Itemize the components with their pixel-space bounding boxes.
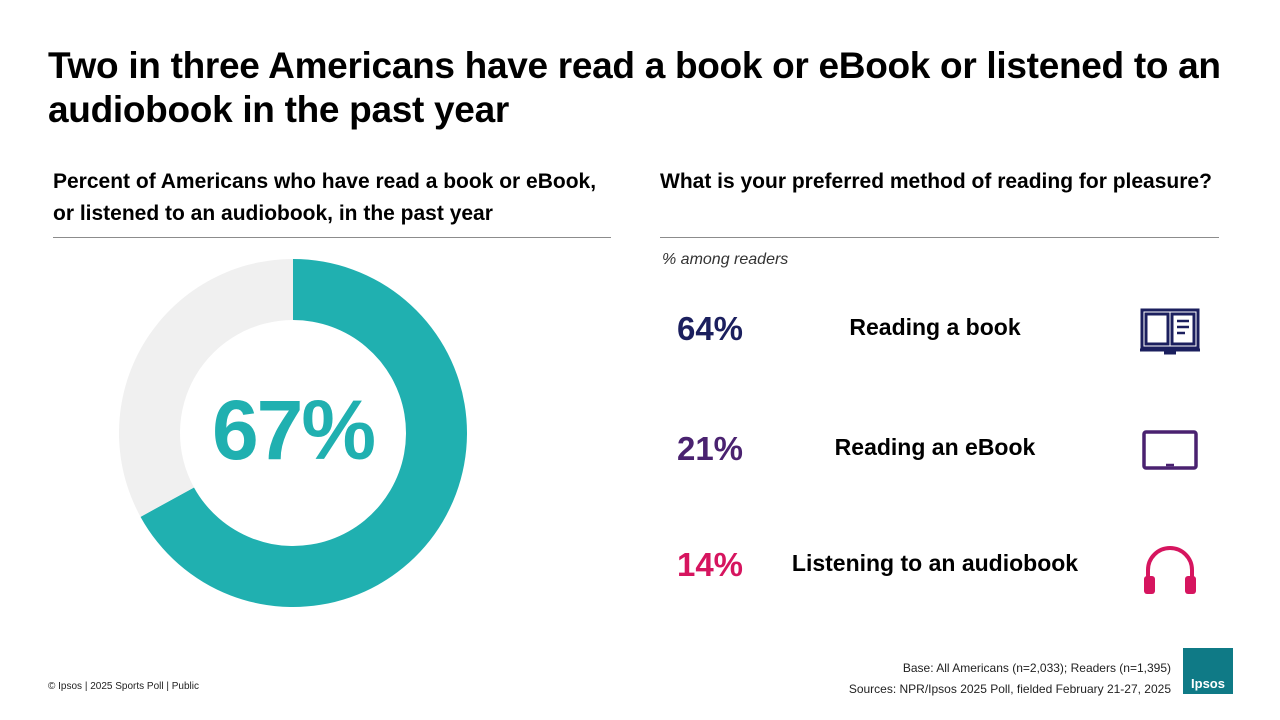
method-value: 21% [676, 430, 744, 467]
donut-chart [119, 259, 467, 607]
open-book-icon [1140, 308, 1200, 355]
donut-segment-read [140, 259, 467, 607]
method-label: Reading an eBook [834, 434, 1036, 460]
source-notes: Base: All Americans (n=2,033); Readers (… [849, 658, 1171, 700]
method-row-audiobook: 14% Listening to an audiobook [660, 536, 1220, 596]
copyright-footer: © Ipsos | 2025 Sports Poll | Public [48, 681, 199, 692]
ipsos-logo: Ipsos [1183, 648, 1233, 694]
donut-segment-not-read [119, 259, 294, 517]
readers-subnote: % among readers [662, 251, 789, 268]
donut-panel-title: Percent of Americans who have read a boo… [53, 170, 597, 225]
tablet-icon [1142, 430, 1198, 470]
right-divider [660, 237, 1219, 238]
donut-center-value: 67% [211, 383, 376, 477]
headphones-icon [1144, 546, 1196, 594]
page-title: Two in three Americans have read a book … [48, 45, 1221, 130]
method-value: 14% [676, 546, 744, 583]
left-divider [53, 237, 611, 238]
base-note: Base: All Americans (n=2,033); Readers (… [902, 661, 1171, 675]
method-row-book: 64% Reading a book [660, 300, 1220, 360]
sources-note: Sources: NPR/Ipsos 2025 Poll, fielded Fe… [848, 682, 1171, 696]
method-label: Listening to an audiobook [791, 550, 1079, 576]
preferred-method-title: What is your preferred method of reading… [660, 170, 1212, 193]
method-label: Reading a book [849, 314, 1021, 340]
method-value: 64% [676, 310, 744, 347]
method-row-ebook: 21% Reading an eBook [660, 420, 1220, 480]
